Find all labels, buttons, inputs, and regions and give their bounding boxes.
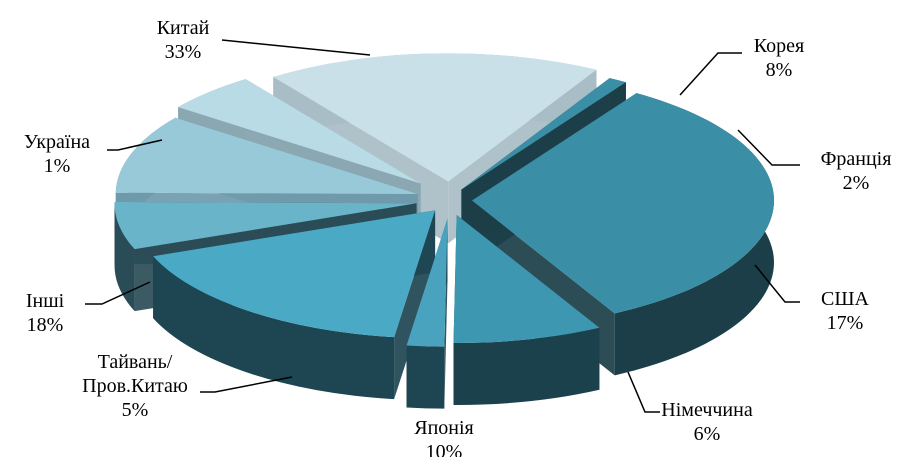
slice-4-top — [114, 201, 417, 250]
slice-name-1-0: Корея — [754, 35, 804, 57]
slice-label-5: Японія 10% — [414, 417, 474, 457]
slice-8-top — [461, 78, 626, 190]
slice-value-1: 8% — [766, 59, 793, 81]
slice-value-0: 33% — [165, 41, 202, 63]
slice-value-8: 1% — [44, 155, 71, 177]
slice-2-top — [406, 218, 448, 347]
slice-value-4: 6% — [694, 423, 721, 445]
slice-tops — [114, 53, 774, 347]
slice-value-3: 17% — [827, 312, 864, 334]
slice-label-2: Франція 2% — [821, 148, 892, 194]
slice-label-3: США 17% — [821, 288, 870, 334]
slice-3-rim — [153, 256, 395, 400]
leader-line-8 — [107, 139, 163, 151]
slice-name-5-0: Японія — [414, 417, 474, 439]
slice-label-4: Німеччина 6% — [661, 399, 753, 445]
slice-6-top — [178, 79, 421, 184]
leader-line-4 — [627, 371, 660, 413]
leader-line-7 — [85, 281, 151, 305]
slice-name-2-0: Франція — [821, 148, 892, 170]
slice-value-5: 10% — [426, 441, 463, 457]
slice-0-top — [471, 93, 774, 314]
slice-7-top — [273, 53, 597, 182]
slice-name-6-0: Тайвань/ — [98, 351, 173, 373]
leader-line-3 — [754, 264, 800, 303]
slice-name-6-1: Пров.Китаю — [82, 375, 188, 397]
slice-3-top — [153, 210, 436, 338]
slice-label-0: Китай 33% — [157, 17, 210, 63]
slice-name-0-0: Китай — [157, 17, 210, 39]
slice-5-top — [115, 117, 418, 195]
slice-value-7: 18% — [27, 314, 64, 336]
slice-name-3-0: США — [821, 288, 870, 310]
slice-label-1: Корея 8% — [754, 35, 804, 81]
leader-line-6 — [200, 376, 293, 393]
leader-line-1 — [679, 52, 742, 96]
slice-name-8-0: Україна — [24, 131, 90, 153]
slice-label-8: Україна 1% — [24, 131, 90, 177]
slice-value-2: 2% — [843, 172, 870, 194]
slice-label-7: Інші 18% — [26, 290, 65, 336]
leader-line-0 — [221, 39, 371, 56]
slice-labels: Китай 33% Корея 8% Франція 2% США 17% Німеччина 6… — [24, 17, 891, 457]
slice-1-top — [453, 214, 600, 343]
slice-name-7-0: Інші — [26, 290, 65, 312]
leader-line-2 — [737, 129, 800, 166]
slice-value-6: 5% — [122, 399, 149, 421]
slice-name-4-0: Німеччина — [661, 399, 753, 421]
slice-label-6: Тайвань/Пров.Китаю 5% — [82, 351, 188, 421]
